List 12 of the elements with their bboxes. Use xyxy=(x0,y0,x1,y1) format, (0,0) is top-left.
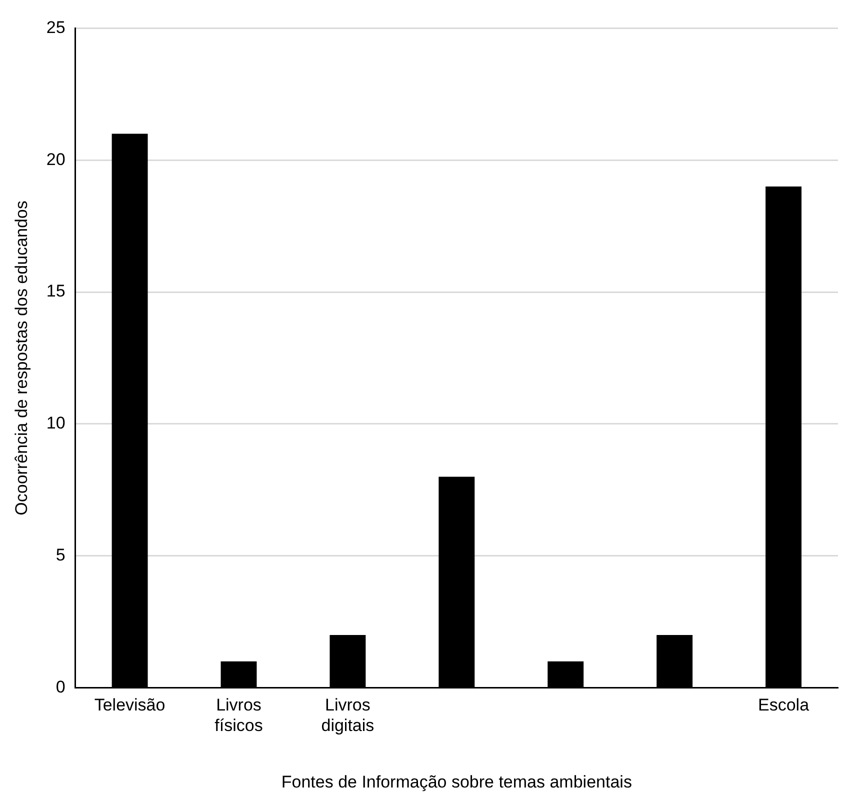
y-tick-label: 25 xyxy=(46,18,66,37)
y-tick-label: 10 xyxy=(46,414,66,433)
x-tick-label: Televisão xyxy=(94,696,166,715)
x-tick-label: Livros digitais xyxy=(321,696,374,736)
x-axis-title: Fontes de Informação sobre temas ambientais xyxy=(281,772,632,792)
y-tick-label: 20 xyxy=(46,150,66,169)
y-tick-label: 0 xyxy=(56,677,66,696)
y-tick-label: 5 xyxy=(56,546,66,565)
x-tick-label: Livros físicos xyxy=(214,696,263,736)
x-tick-label: Escola xyxy=(758,696,810,715)
y-tick-label: 15 xyxy=(46,282,66,301)
y-axis-title: Ocoorrência de respostas dos educandos xyxy=(12,200,31,516)
